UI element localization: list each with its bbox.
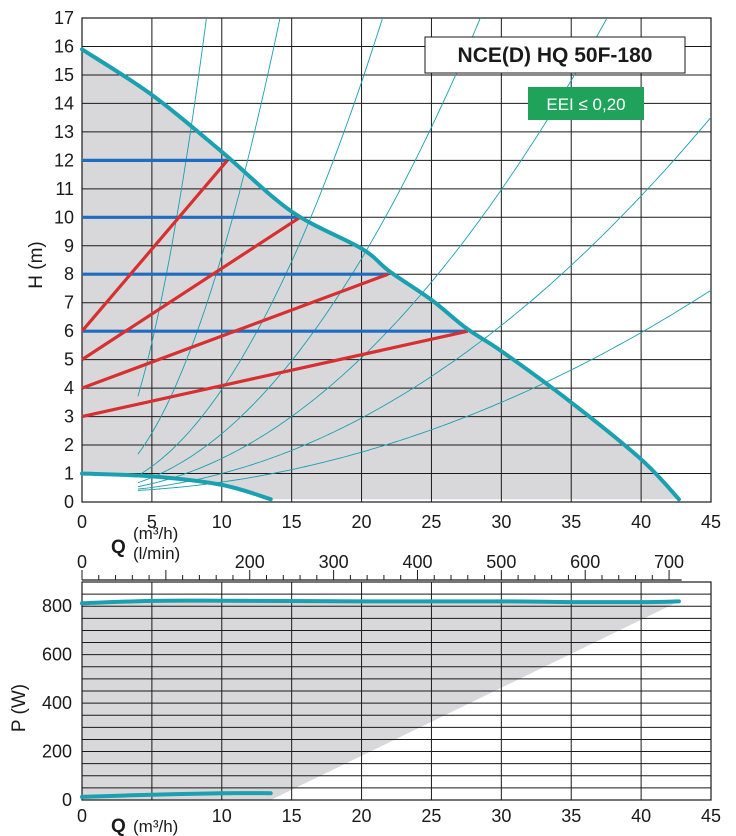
x-tick-label: 45 xyxy=(701,512,721,532)
min-speed-curve xyxy=(80,471,273,502)
h-axis-label: H (m) xyxy=(26,241,47,288)
system-curve xyxy=(137,18,608,488)
p-tick-label: 400 xyxy=(42,693,72,713)
q-unit-m3h-top: (m³/h) xyxy=(133,524,178,543)
model-label: NCE(D) HQ 50F-180 xyxy=(458,44,653,67)
y-tick-label: 12 xyxy=(54,150,74,170)
system-curve xyxy=(137,117,711,490)
q-symbol-bottom: Q xyxy=(111,816,126,836)
proportional-pressure-line xyxy=(81,215,301,361)
secondary-tick-label: 0 xyxy=(77,552,87,572)
y-tick-label: 8 xyxy=(64,264,74,284)
x-tick-label-bottom: 15 xyxy=(282,806,302,826)
system-curve xyxy=(137,18,207,397)
y-tick-label: 6 xyxy=(64,321,74,341)
x-tick-label-bottom: 30 xyxy=(491,806,511,826)
p-axis-label: P (W) xyxy=(9,684,30,732)
x-tick-label-bottom: 35 xyxy=(561,806,581,826)
x-tick-label-bottom: 20 xyxy=(352,806,372,826)
system-curve xyxy=(137,18,281,455)
p-tick-label: 0 xyxy=(62,790,72,810)
x-tick-label-bottom: 10 xyxy=(212,806,232,826)
q-unit-lmin: (l/min) xyxy=(133,544,180,563)
y-tick-label: 13 xyxy=(54,122,74,142)
y-tick-label: 11 xyxy=(55,179,74,199)
x-tick-label: 15 xyxy=(282,512,302,532)
secondary-tick-label: 700 xyxy=(654,552,684,572)
system-curve xyxy=(137,289,711,491)
y-tick-label: 9 xyxy=(64,236,74,256)
proportional-pressure-line xyxy=(81,272,389,390)
eei-badge xyxy=(528,87,644,120)
x-tick-label-bottom: 25 xyxy=(421,806,441,826)
max-power-curve xyxy=(80,598,681,606)
x-tick-label: 35 xyxy=(561,512,581,532)
x-tick-label-bottom: 45 xyxy=(701,806,721,826)
x-tick-label: 10 xyxy=(212,512,232,532)
y-tick-label: 0 xyxy=(64,492,74,512)
power-area-shade xyxy=(82,600,679,800)
x-tick-label: 30 xyxy=(491,512,511,532)
secondary-tick-label: 400 xyxy=(402,552,432,572)
secondary-tick-label: 500 xyxy=(486,552,516,572)
y-tick-label: 14 xyxy=(54,93,74,113)
top-plot-frame xyxy=(81,17,712,503)
max-speed-curve xyxy=(80,47,681,502)
y-tick-label: 10 xyxy=(54,207,74,227)
y-tick-label: 17 xyxy=(54,8,74,28)
p-tick-label: 600 xyxy=(42,645,72,665)
secondary-tick-label: 300 xyxy=(319,552,349,572)
q-unit-bottom: (m³/h) xyxy=(133,817,178,836)
eei-label: EEI ≤ 0,20 xyxy=(546,95,625,114)
p-tick-label: 200 xyxy=(42,742,72,762)
min-power-curve xyxy=(80,791,273,799)
y-tick-label: 5 xyxy=(64,350,74,370)
x-tick-label: 0 xyxy=(77,512,87,532)
secondary-tick-label: 200 xyxy=(235,552,265,572)
y-tick-label: 7 xyxy=(64,293,74,313)
power-flow-chart: 0 200 400 600 800 0 10 15 20 25 30 35 40 45 xyxy=(42,581,721,826)
proportional-pressure-line xyxy=(80,159,229,333)
x-tick-label: 25 xyxy=(421,512,441,532)
q-symbol-top: Q xyxy=(111,537,126,558)
y-tick-label: 1 xyxy=(64,464,74,484)
x-tick-label: 40 xyxy=(631,512,651,532)
p-tick-label: 800 xyxy=(42,596,72,616)
y-tick-label: 16 xyxy=(54,36,74,56)
x-tick-label: 5 xyxy=(147,512,157,532)
system-curve xyxy=(137,18,481,484)
y-tick-label: 15 xyxy=(54,65,74,85)
model-label-box xyxy=(424,36,686,74)
y-tick-label: 4 xyxy=(64,378,74,398)
y-tick-label: 2 xyxy=(64,435,74,455)
y-tick-label: 3 xyxy=(64,407,74,427)
x-tick-label-bottom: 40 xyxy=(631,806,651,826)
x-tick-label: 20 xyxy=(352,512,372,532)
secondary-tick-label: 600 xyxy=(570,552,600,572)
bottom-plot-frame xyxy=(81,581,712,801)
x-tick-label-bottom: 0 xyxy=(77,806,87,826)
proportional-pressure-line xyxy=(81,329,469,419)
